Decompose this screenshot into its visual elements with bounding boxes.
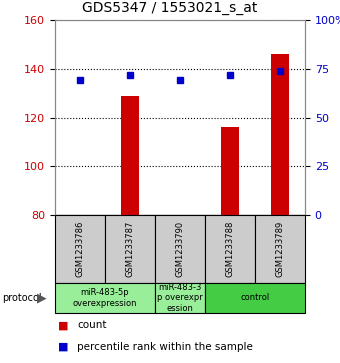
Bar — [205, 283, 305, 313]
Text: GSM1233786: GSM1233786 — [75, 221, 85, 277]
Bar — [155, 283, 205, 313]
Text: control: control — [240, 294, 270, 302]
Bar — [205, 215, 255, 283]
Text: GSM1233790: GSM1233790 — [175, 221, 185, 277]
Text: miR-483-5p
overexpression: miR-483-5p overexpression — [73, 288, 137, 308]
Text: GDS5347 / 1553021_s_at: GDS5347 / 1553021_s_at — [82, 1, 258, 15]
Text: protocol: protocol — [2, 293, 41, 303]
Bar — [271, 54, 289, 215]
Bar — [55, 283, 155, 313]
Text: percentile rank within the sample: percentile rank within the sample — [77, 342, 253, 352]
Bar — [55, 215, 105, 283]
Bar — [221, 127, 239, 215]
Bar — [155, 215, 205, 283]
Text: count: count — [77, 320, 107, 330]
Text: GSM1233788: GSM1233788 — [225, 221, 235, 277]
Text: miR-483-3
p overexpr
ession: miR-483-3 p overexpr ession — [157, 283, 203, 313]
Bar — [255, 215, 305, 283]
Text: GSM1233787: GSM1233787 — [125, 221, 135, 277]
Text: GSM1233789: GSM1233789 — [275, 221, 285, 277]
Bar — [121, 95, 139, 215]
Text: ■: ■ — [58, 342, 69, 352]
Text: ▶: ▶ — [37, 291, 46, 305]
Bar — [105, 215, 155, 283]
Text: ■: ■ — [58, 320, 69, 330]
